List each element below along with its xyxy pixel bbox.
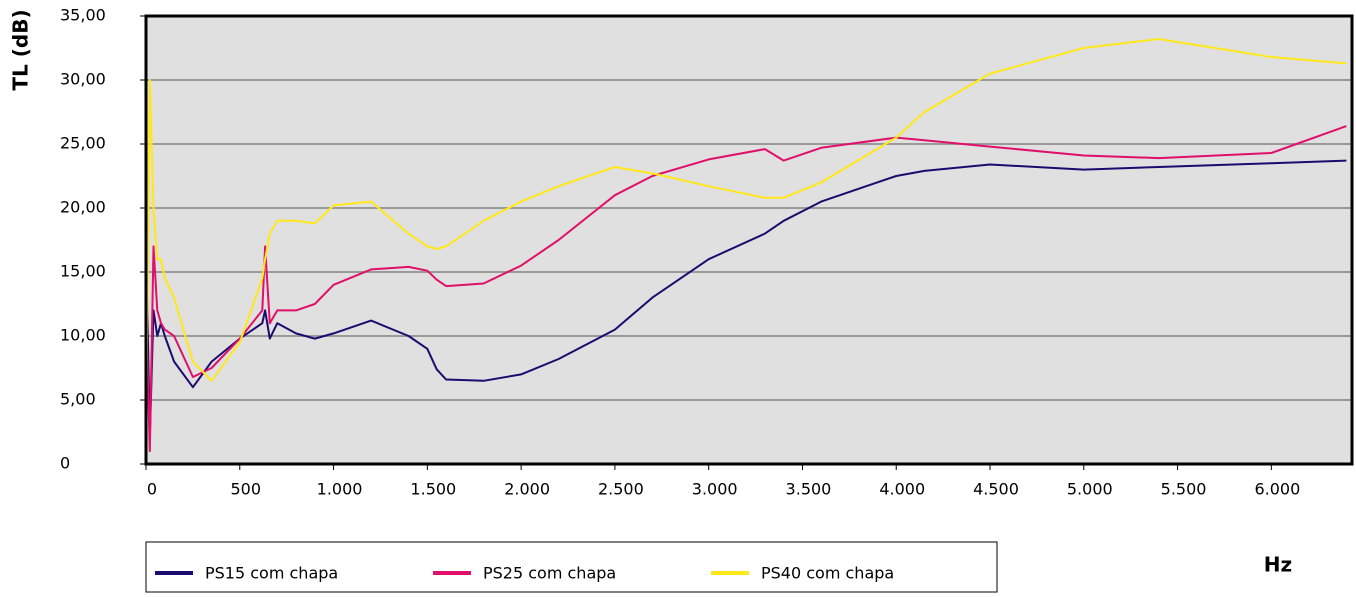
x-tick-label: 3.000 <box>692 480 738 499</box>
y-tick-label: 15,00 <box>60 262 106 281</box>
x-tick-label: 6.000 <box>1254 480 1300 499</box>
x-tick-label: 4.500 <box>973 480 1019 499</box>
legend-label: PS40 com chapa <box>761 564 894 583</box>
series-line <box>145 159 1347 440</box>
plot-border <box>144 14 1354 466</box>
x-tick-label: 2.000 <box>504 480 550 499</box>
x-tick-label: 1.500 <box>410 480 456 499</box>
x-tick-label: 1.000 <box>317 480 363 499</box>
y-tick-label: 10,00 <box>60 326 106 345</box>
y-tick-label: 35,00 <box>60 6 106 25</box>
legend <box>145 541 998 593</box>
series-line <box>145 38 1347 439</box>
x-tick-label: 0 <box>147 480 157 499</box>
x-tick-label: 5.500 <box>1161 480 1207 499</box>
y-tick-label: 5,00 <box>60 390 96 409</box>
y-tick-label: 25,00 <box>60 134 106 153</box>
x-axis-label: Hz <box>1264 553 1292 577</box>
x-tick-label: 5.000 <box>1067 480 1113 499</box>
x-tick-label: 500 <box>231 480 262 499</box>
legend-label: PS15 com chapa <box>205 564 338 583</box>
y-tick-label: 20,00 <box>60 198 106 217</box>
x-tick-label: 3.500 <box>786 480 832 499</box>
y-tick-label: 30,00 <box>60 70 106 89</box>
x-tick-label: 4.000 <box>879 480 925 499</box>
series-line <box>145 125 1347 453</box>
y-tick-label: 0 <box>60 454 70 473</box>
x-tick-label: 2.500 <box>598 480 644 499</box>
legend-label: PS25 com chapa <box>483 564 616 583</box>
y-axis-label: TL (dB) <box>9 9 33 90</box>
